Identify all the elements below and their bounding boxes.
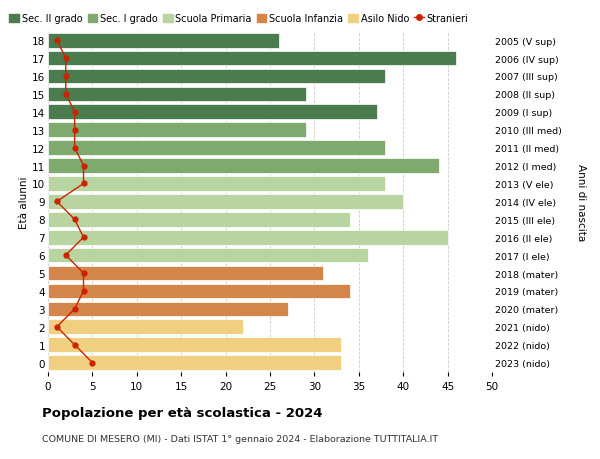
Bar: [48, 213, 350, 227]
Bar: [48, 69, 385, 84]
Bar: [48, 177, 385, 191]
Bar: [48, 266, 323, 281]
Y-axis label: Età alunni: Età alunni: [19, 176, 29, 228]
Bar: [48, 356, 341, 370]
Bar: [48, 284, 350, 299]
Bar: [48, 230, 448, 245]
Legend: Sec. II grado, Sec. I grado, Scuola Primaria, Scuola Infanzia, Asilo Nido, Stran: Sec. II grado, Sec. I grado, Scuola Prim…: [10, 14, 469, 24]
Bar: [48, 159, 439, 174]
Bar: [48, 51, 457, 66]
Text: Popolazione per età scolastica - 2024: Popolazione per età scolastica - 2024: [42, 406, 323, 419]
Bar: [48, 302, 288, 317]
Bar: [48, 34, 279, 48]
Bar: [48, 87, 305, 102]
Bar: [48, 195, 403, 209]
Bar: [48, 338, 341, 353]
Bar: [48, 105, 377, 120]
Bar: [48, 320, 244, 335]
Bar: [48, 248, 368, 263]
Bar: [48, 141, 385, 156]
Bar: [48, 123, 305, 138]
Y-axis label: Anni di nascita: Anni di nascita: [575, 163, 586, 241]
Text: COMUNE DI MESERO (MI) - Dati ISTAT 1° gennaio 2024 - Elaborazione TUTTITALIA.IT: COMUNE DI MESERO (MI) - Dati ISTAT 1° ge…: [42, 434, 438, 443]
